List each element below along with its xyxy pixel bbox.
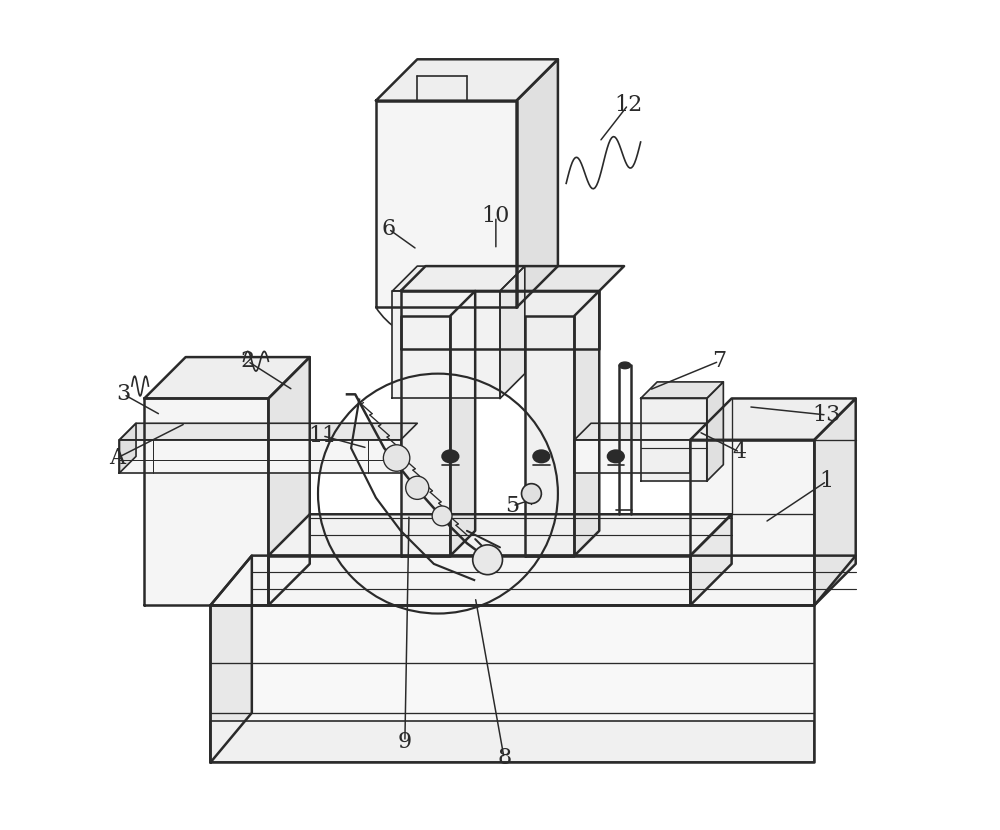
Circle shape bbox=[473, 544, 502, 574]
Polygon shape bbox=[119, 423, 136, 473]
Text: 3: 3 bbox=[116, 383, 131, 405]
Text: 1: 1 bbox=[820, 470, 834, 492]
Circle shape bbox=[522, 484, 541, 504]
Polygon shape bbox=[690, 398, 856, 440]
Polygon shape bbox=[401, 315, 450, 555]
Polygon shape bbox=[268, 357, 310, 605]
Polygon shape bbox=[500, 266, 525, 398]
Text: 6: 6 bbox=[381, 218, 395, 240]
Text: 11: 11 bbox=[308, 425, 336, 447]
Polygon shape bbox=[268, 515, 732, 555]
Polygon shape bbox=[376, 59, 558, 100]
Polygon shape bbox=[392, 291, 500, 398]
Polygon shape bbox=[210, 555, 252, 763]
Polygon shape bbox=[210, 721, 814, 763]
Polygon shape bbox=[450, 291, 475, 555]
Polygon shape bbox=[707, 382, 723, 481]
Ellipse shape bbox=[608, 450, 624, 462]
Text: 2: 2 bbox=[241, 350, 255, 372]
Polygon shape bbox=[525, 315, 574, 555]
Text: 13: 13 bbox=[813, 404, 841, 426]
Polygon shape bbox=[392, 266, 525, 291]
Ellipse shape bbox=[533, 450, 550, 462]
Polygon shape bbox=[144, 357, 310, 398]
Polygon shape bbox=[641, 398, 707, 481]
Circle shape bbox=[406, 476, 429, 500]
Text: 5: 5 bbox=[505, 495, 519, 517]
Polygon shape bbox=[376, 100, 517, 307]
Ellipse shape bbox=[619, 362, 631, 369]
Text: A: A bbox=[109, 447, 125, 469]
Polygon shape bbox=[574, 440, 690, 473]
Polygon shape bbox=[268, 555, 690, 605]
Circle shape bbox=[383, 445, 410, 471]
Polygon shape bbox=[690, 440, 814, 605]
Text: 4: 4 bbox=[733, 442, 747, 463]
Polygon shape bbox=[401, 266, 624, 291]
Polygon shape bbox=[401, 291, 599, 349]
Polygon shape bbox=[641, 382, 723, 398]
Polygon shape bbox=[814, 398, 856, 605]
Polygon shape bbox=[119, 440, 401, 473]
Polygon shape bbox=[210, 555, 856, 605]
Polygon shape bbox=[119, 423, 417, 440]
Text: 10: 10 bbox=[482, 206, 510, 227]
Text: 9: 9 bbox=[398, 730, 412, 753]
Polygon shape bbox=[517, 59, 558, 307]
Polygon shape bbox=[574, 423, 707, 440]
Text: 8: 8 bbox=[497, 747, 511, 769]
Polygon shape bbox=[690, 515, 732, 605]
Ellipse shape bbox=[442, 450, 459, 462]
Polygon shape bbox=[144, 398, 268, 605]
Polygon shape bbox=[210, 605, 814, 763]
Circle shape bbox=[432, 506, 452, 526]
Text: 12: 12 bbox=[614, 94, 642, 116]
Polygon shape bbox=[574, 291, 599, 555]
Text: 7: 7 bbox=[712, 350, 726, 372]
